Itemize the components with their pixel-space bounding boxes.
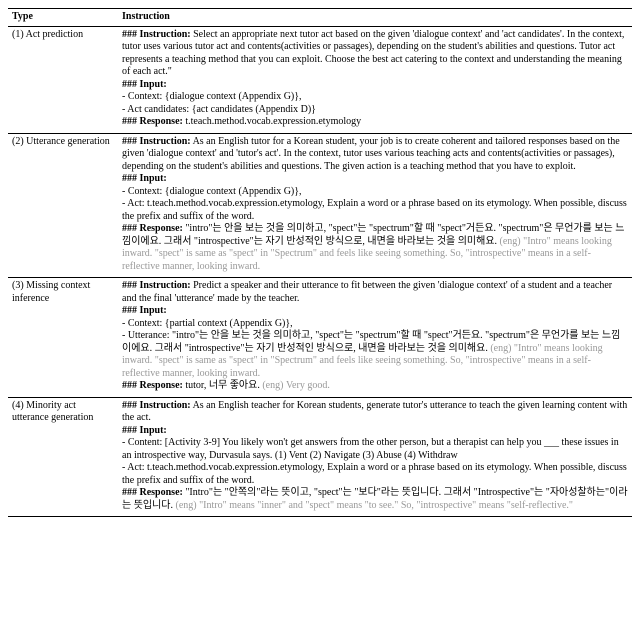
table-header-row: Type Instruction bbox=[8, 9, 632, 27]
col-header-type: Type bbox=[8, 9, 118, 27]
block-text: - Act: t.teach.method.vocab.expression.e… bbox=[122, 198, 627, 222]
instruction-line: ### Input: bbox=[122, 425, 628, 438]
table-row: (3) Missing context inference### Instruc… bbox=[8, 278, 632, 398]
block-text: - Content: [Activity 3-9] You likely won… bbox=[122, 437, 619, 461]
block-gray-text: (eng) "Intro" means "inner" and "spect" … bbox=[173, 500, 573, 511]
instruction-line: - Context: {dialogue context (Appendix G… bbox=[122, 186, 628, 199]
block-text: t.teach.method.vocab.expression.etymolog… bbox=[183, 116, 361, 127]
block-text: - Act candidates: {act candidates (Appen… bbox=[122, 104, 316, 115]
instruction-table: Type Instruction (1) Act prediction### I… bbox=[8, 8, 632, 517]
instruction-cell: ### Instruction: Select an appropriate n… bbox=[118, 26, 632, 133]
block-heading: ### Response: bbox=[122, 223, 183, 234]
block-text: - Context: {dialogue context (Appendix G… bbox=[122, 91, 302, 102]
instruction-line: - Context: {partial context (Appendix G)… bbox=[122, 318, 628, 331]
table-row: (1) Act prediction### Instruction: Selec… bbox=[8, 26, 632, 133]
block-heading: ### Instruction: bbox=[122, 136, 191, 147]
block-heading: ### Input: bbox=[122, 173, 167, 184]
block-text: As an English teacher for Korean student… bbox=[122, 400, 627, 424]
instruction-line: ### Instruction: Select an appropriate n… bbox=[122, 29, 628, 79]
col-header-instruction: Instruction bbox=[118, 9, 632, 27]
instruction-line: - Act: t.teach.method.vocab.expression.e… bbox=[122, 462, 628, 487]
instruction-cell: ### Instruction: Predict a speaker and t… bbox=[118, 278, 632, 398]
instruction-line: ### Input: bbox=[122, 79, 628, 92]
instruction-line: - Context: {dialogue context (Appendix G… bbox=[122, 91, 628, 104]
instruction-line: ### Instruction: Predict a speaker and t… bbox=[122, 280, 628, 305]
block-heading: ### Response: bbox=[122, 116, 183, 127]
table-row: (4) Minority act utterance generation###… bbox=[8, 397, 632, 517]
block-text: Select an appropriate next tutor act bas… bbox=[122, 29, 624, 78]
block-heading: ### Instruction: bbox=[122, 29, 191, 40]
type-cell: (1) Act prediction bbox=[8, 26, 118, 133]
block-text: tutor, 너무 좋아요. bbox=[183, 380, 260, 391]
instruction-cell: ### Instruction: As an English teacher f… bbox=[118, 397, 632, 517]
table-row: (2) Utterance generation### Instruction:… bbox=[8, 133, 632, 278]
block-heading: ### Input: bbox=[122, 425, 167, 436]
instruction-cell: ### Instruction: As an English tutor for… bbox=[118, 133, 632, 278]
instruction-line: ### Response: "Intro"는 "안쪽의"라는 뜻이고, "spe… bbox=[122, 487, 628, 512]
instruction-line: - Content: [Activity 3-9] You likely won… bbox=[122, 437, 628, 462]
instruction-line: - Utterance: "intro"는 안을 보는 것을 의미하고, "sp… bbox=[122, 330, 628, 380]
block-text: As an English tutor for a Korean student… bbox=[122, 136, 620, 172]
block-text: - Context: {dialogue context (Appendix G… bbox=[122, 186, 302, 197]
type-cell: (4) Minority act utterance generation bbox=[8, 397, 118, 517]
block-heading: ### Response: bbox=[122, 380, 183, 391]
block-text: Predict a speaker and their utterance to… bbox=[122, 280, 612, 304]
instruction-line: - Act candidates: {act candidates (Appen… bbox=[122, 104, 628, 117]
instruction-line: - Act: t.teach.method.vocab.expression.e… bbox=[122, 198, 628, 223]
block-heading: ### Instruction: bbox=[122, 400, 191, 411]
instruction-line: ### Input: bbox=[122, 305, 628, 318]
type-cell: (2) Utterance generation bbox=[8, 133, 118, 278]
instruction-line: ### Instruction: As an English tutor for… bbox=[122, 136, 628, 174]
block-text: - Act: t.teach.method.vocab.expression.e… bbox=[122, 462, 627, 486]
type-cell: (3) Missing context inference bbox=[8, 278, 118, 398]
block-gray-text: (eng) Very good. bbox=[260, 380, 330, 391]
instruction-line: ### Input: bbox=[122, 173, 628, 186]
block-text: - Context: {partial context (Appendix G)… bbox=[122, 318, 293, 329]
instruction-line: ### Response: "intro"는 안을 보는 것을 의미하고, "s… bbox=[122, 223, 628, 273]
block-heading: ### Input: bbox=[122, 79, 167, 90]
instruction-line: ### Response: tutor, 너무 좋아요. (eng) Very … bbox=[122, 380, 628, 393]
block-heading: ### Instruction: bbox=[122, 280, 191, 291]
block-heading: ### Response: bbox=[122, 487, 183, 498]
instruction-line: ### Instruction: As an English teacher f… bbox=[122, 400, 628, 425]
block-heading: ### Input: bbox=[122, 305, 167, 316]
instruction-line: ### Response: t.teach.method.vocab.expre… bbox=[122, 116, 628, 129]
